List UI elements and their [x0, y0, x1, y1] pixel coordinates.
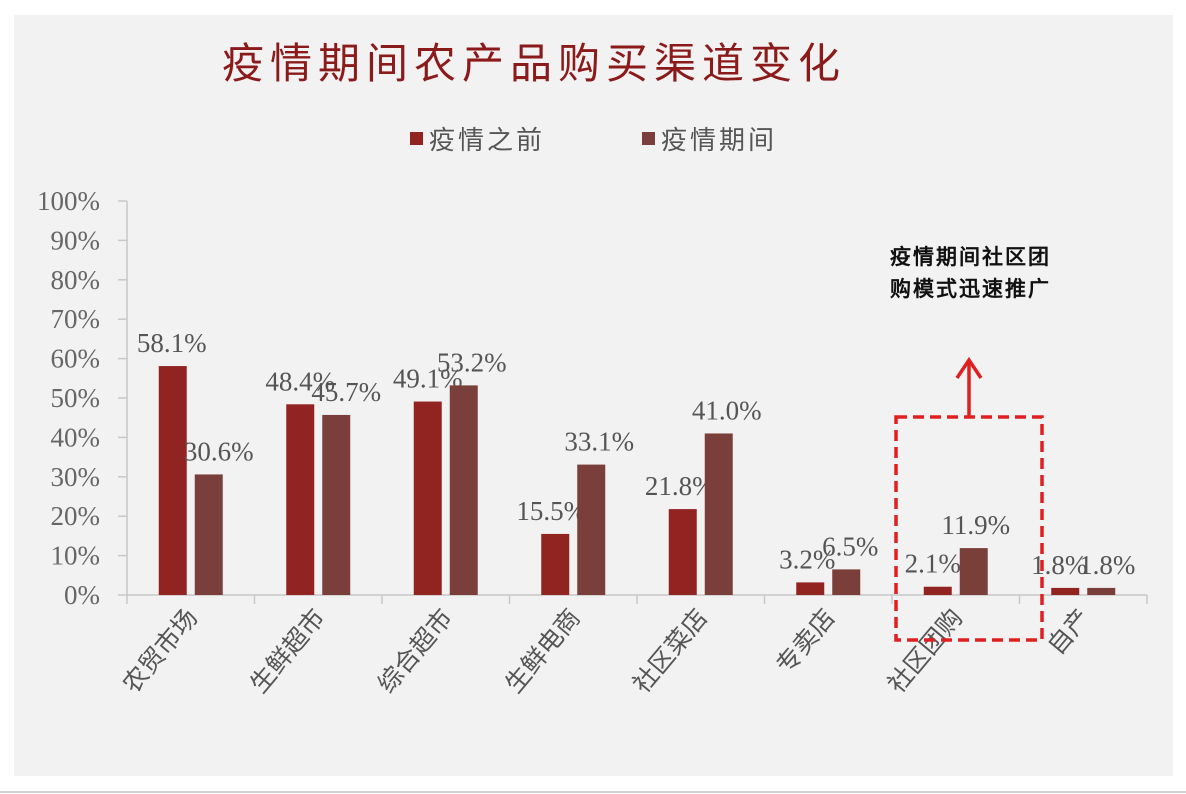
- y-tick-label: 90%: [51, 225, 101, 255]
- legend-swatch-icon: [642, 132, 655, 145]
- y-tick-label: 60%: [51, 344, 101, 374]
- data-label: 33.1%: [564, 427, 634, 457]
- bar: [158, 366, 187, 595]
- x-category-label: 自产: [1041, 603, 1095, 660]
- bar: [449, 385, 478, 595]
- bar: [541, 533, 570, 595]
- data-label: 15.5%: [516, 496, 586, 526]
- x-category-label: 综合超市: [372, 603, 459, 698]
- annotation-note: 疫情期间社区团 购模式迅速推广: [890, 244, 1051, 301]
- y-tick-label: 30%: [51, 462, 101, 492]
- bar: [959, 548, 988, 595]
- y-tick-label: 80%: [51, 265, 101, 295]
- bar: [796, 582, 825, 595]
- legend-item-before: 疫情之前: [410, 120, 545, 157]
- data-label: 3.2%: [779, 544, 835, 574]
- bar: [194, 474, 223, 595]
- data-label: 11.9%: [941, 510, 1010, 540]
- x-category-label: 生鲜超市: [244, 603, 331, 698]
- chart-title: 疫情期间农产品购买渠道变化: [222, 39, 847, 88]
- data-label: 58.1%: [137, 328, 207, 358]
- legend-label: 疫情之前: [429, 126, 546, 156]
- x-category-label: 农贸市场: [117, 603, 204, 698]
- data-label: 48.4%: [265, 366, 335, 396]
- data-label: 30.6%: [184, 436, 254, 466]
- bar: [577, 464, 606, 595]
- x-category-label: 社区菜店: [627, 603, 714, 698]
- x-category-label: 专卖店: [770, 603, 840, 679]
- bar: [704, 433, 733, 595]
- legend: 疫情之前 疫情期间: [0, 120, 1186, 156]
- arrow-up-icon: [955, 356, 983, 379]
- y-tick-label: 100%: [37, 186, 100, 216]
- x-category-label: 生鲜电商: [499, 603, 586, 698]
- legend-label: 疫情期间: [661, 126, 778, 156]
- y-tick-label: 40%: [51, 422, 101, 452]
- data-label: 1.8%: [1079, 550, 1135, 580]
- bar: [923, 586, 952, 595]
- data-label: 53.2%: [437, 347, 507, 377]
- y-tick-label: 0%: [64, 580, 100, 610]
- divider: [0, 791, 1186, 793]
- bar: [1051, 587, 1080, 595]
- data-label: 6.5%: [822, 531, 878, 561]
- data-label: 41.0%: [692, 395, 762, 425]
- legend-swatch-icon: [410, 132, 423, 145]
- y-tick-label: 20%: [51, 501, 101, 531]
- bar: [286, 404, 315, 595]
- y-tick-label: 10%: [51, 541, 101, 571]
- data-label: 21.8%: [645, 471, 715, 501]
- bar: [322, 414, 351, 595]
- data-label: 45.7%: [311, 377, 381, 407]
- bar: [832, 569, 861, 595]
- bar: [413, 401, 442, 595]
- legend-item-during: 疫情期间: [642, 120, 777, 157]
- y-tick-label: 50%: [51, 383, 101, 413]
- bar: [668, 509, 697, 595]
- data-label: 2.1%: [905, 549, 961, 579]
- chart-panel: [14, 15, 1173, 776]
- bar: [1087, 587, 1116, 595]
- y-tick-label: 70%: [51, 304, 101, 334]
